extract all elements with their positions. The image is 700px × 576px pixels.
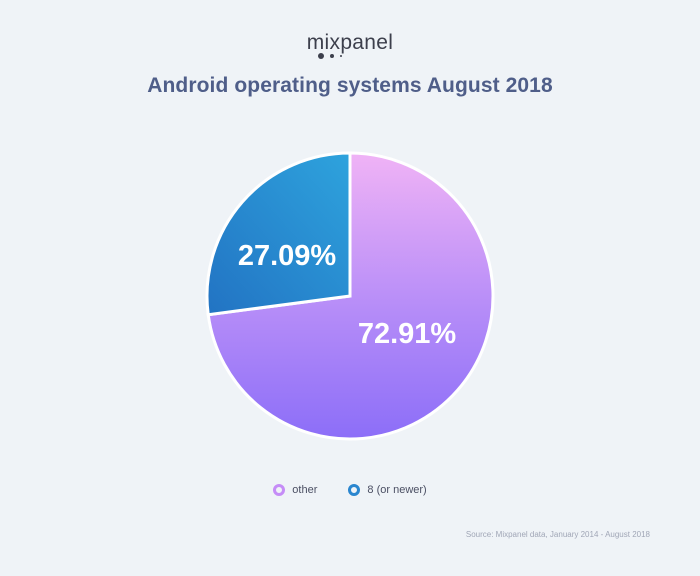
legend-item-8-or-newer: 8 (or newer) [348,484,427,496]
source-note: Source: Mixpanel data, January 2014 - Au… [465,530,650,539]
chart-legend: other 8 (or newer) [0,484,700,499]
pie-slice-8-or-newer [205,151,352,317]
logo-dots-icon [318,52,358,60]
legend-item-other: other [273,484,317,496]
legend-marker-other [273,484,286,496]
legend-label-8-or-newer: 8 (or newer) [367,484,427,496]
logo-text: mixpanel [306,31,394,54]
chart-title: Android operating systems August 2018 [147,74,553,97]
slice-label-other: 72.91% [358,318,457,350]
slice-label-8-or-newer: 27.09% [238,240,337,272]
mixpanel-logo: mixpanel [0,32,700,54]
legend-label-other: other [292,484,318,496]
legend-marker-8-or-newer [348,484,361,496]
